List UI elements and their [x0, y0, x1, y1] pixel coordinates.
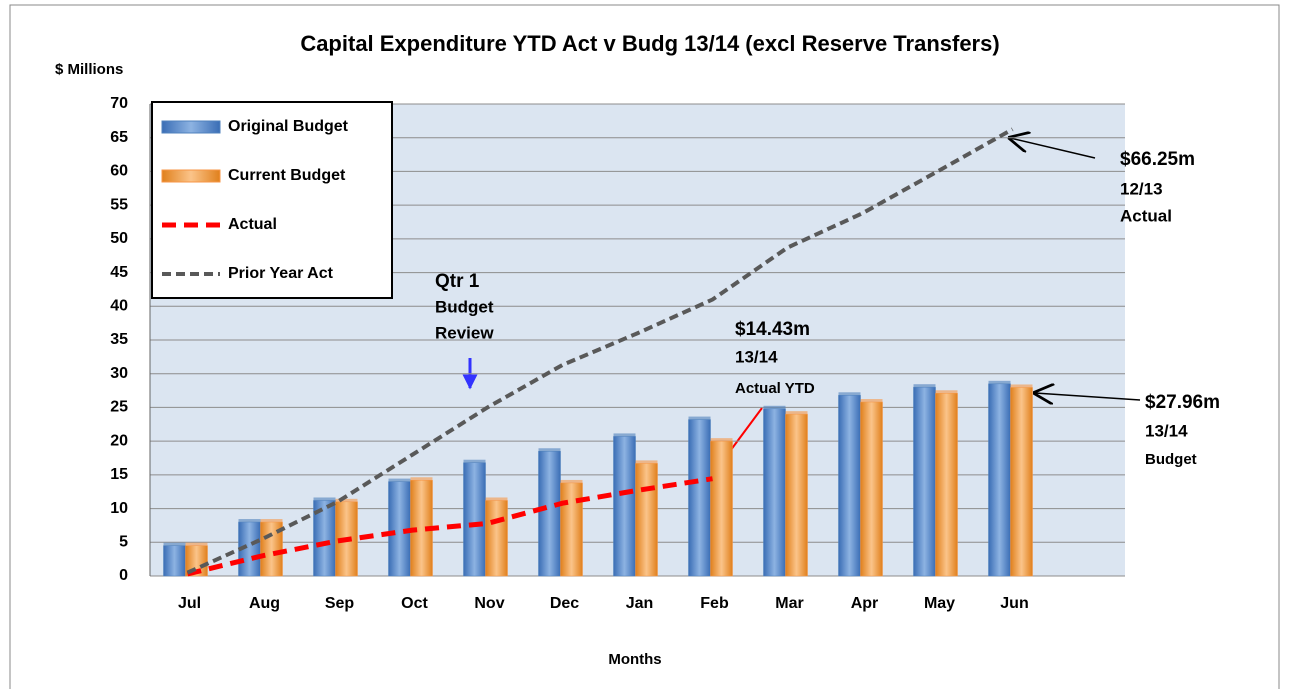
x-tick-label: Jun — [1000, 595, 1028, 612]
bar-top — [688, 416, 711, 420]
annotation: Qtr 1 — [435, 271, 480, 292]
bar-top — [710, 438, 733, 442]
bar — [635, 463, 658, 577]
bar-top — [635, 460, 658, 464]
x-tick-label: May — [924, 595, 955, 612]
x-tick-label: Feb — [700, 595, 729, 612]
y-tick-label: 25 — [110, 399, 128, 416]
legend-swatch — [161, 169, 221, 183]
y-tick-label: 45 — [110, 264, 128, 281]
bar — [710, 440, 733, 577]
annotation: $14.43m — [735, 319, 810, 340]
bar — [163, 545, 186, 577]
bar-top — [860, 399, 883, 403]
annotation: $66.25m — [1120, 149, 1195, 170]
y-tick-label: 60 — [110, 163, 128, 180]
bar — [860, 401, 883, 577]
annotation: Actual — [1120, 206, 1172, 225]
bar — [688, 419, 711, 577]
bar-top — [185, 542, 208, 546]
bar-top — [410, 477, 433, 481]
y-tick-label: 55 — [110, 196, 128, 213]
legend-swatch — [161, 120, 221, 134]
bar-top — [913, 384, 936, 388]
x-tick-label: Mar — [775, 595, 803, 612]
y-tick-label: 65 — [110, 129, 128, 146]
arrow — [1035, 393, 1141, 400]
x-tick-label: Apr — [851, 595, 879, 612]
legend-label: Prior Year Act — [228, 265, 334, 282]
x-tick-label: Dec — [550, 595, 579, 612]
annotation: Review — [435, 323, 494, 342]
bar-top — [1010, 384, 1033, 388]
y-tick-label: 0 — [119, 567, 128, 584]
legend-label: Actual — [228, 216, 277, 233]
bar-top — [260, 519, 283, 523]
bar-top — [935, 390, 958, 394]
bar — [763, 408, 786, 577]
bar-top — [463, 459, 486, 463]
bar — [538, 451, 561, 577]
bar — [613, 436, 636, 577]
line — [186, 127, 1014, 575]
line — [186, 476, 713, 577]
legend-label: Current Budget — [228, 167, 346, 184]
y-tick-label: 5 — [119, 534, 128, 551]
legend-label: Original Budget — [228, 118, 349, 135]
bar-top — [313, 497, 336, 501]
y-tick-label: 30 — [110, 365, 128, 382]
bar-top — [163, 542, 186, 546]
arrow — [1010, 138, 1096, 159]
annotation: 13/14 — [735, 347, 778, 366]
x-tick-label: Sep — [325, 595, 355, 612]
bar-top — [838, 392, 861, 396]
x-tick-label: Jan — [626, 595, 654, 612]
bar — [785, 413, 808, 577]
bar-top — [238, 519, 261, 523]
bar — [838, 395, 861, 577]
bar-top — [335, 498, 358, 502]
bar — [935, 393, 958, 577]
bar-top — [538, 448, 561, 452]
y-tick-label: 15 — [110, 466, 128, 483]
y-tick-label: 50 — [110, 230, 128, 247]
x-tick-label: Oct — [401, 595, 428, 612]
y-tick-label: 40 — [110, 298, 128, 315]
y-tick-label: 70 — [110, 95, 128, 112]
x-tick-label: Aug — [249, 595, 280, 612]
y-tick-label: 20 — [110, 432, 128, 449]
x-tick-label: Nov — [474, 595, 504, 612]
annotation: 13/14 — [1145, 421, 1188, 440]
annotation: 12/13 — [1120, 179, 1163, 198]
annotation: Budget — [1145, 451, 1197, 468]
x-axis-title: Months — [608, 651, 661, 668]
bar-top — [613, 433, 636, 437]
bar-top — [560, 479, 583, 483]
y-tick-label: 10 — [110, 500, 128, 517]
y-axis-title: $ Millions — [55, 61, 123, 78]
legend — [151, 101, 393, 299]
chart-title: Capital Expenditure YTD Act v Budg 13/14… — [300, 31, 999, 56]
annotation: Actual YTD — [735, 380, 815, 397]
bar — [560, 482, 583, 577]
bar — [913, 386, 936, 577]
bar-top — [988, 380, 1011, 384]
y-tick-label: 35 — [110, 331, 128, 348]
bar-top — [485, 497, 508, 501]
annotation: $27.96m — [1145, 392, 1220, 413]
x-tick-label: Jul — [178, 595, 201, 612]
bar — [485, 500, 508, 577]
bar-top — [763, 405, 786, 409]
bar — [463, 462, 486, 577]
bar — [988, 383, 1011, 577]
bar — [1010, 387, 1033, 577]
bar-top — [785, 411, 808, 415]
bar-top — [388, 478, 411, 482]
annotation: Budget — [435, 297, 494, 316]
